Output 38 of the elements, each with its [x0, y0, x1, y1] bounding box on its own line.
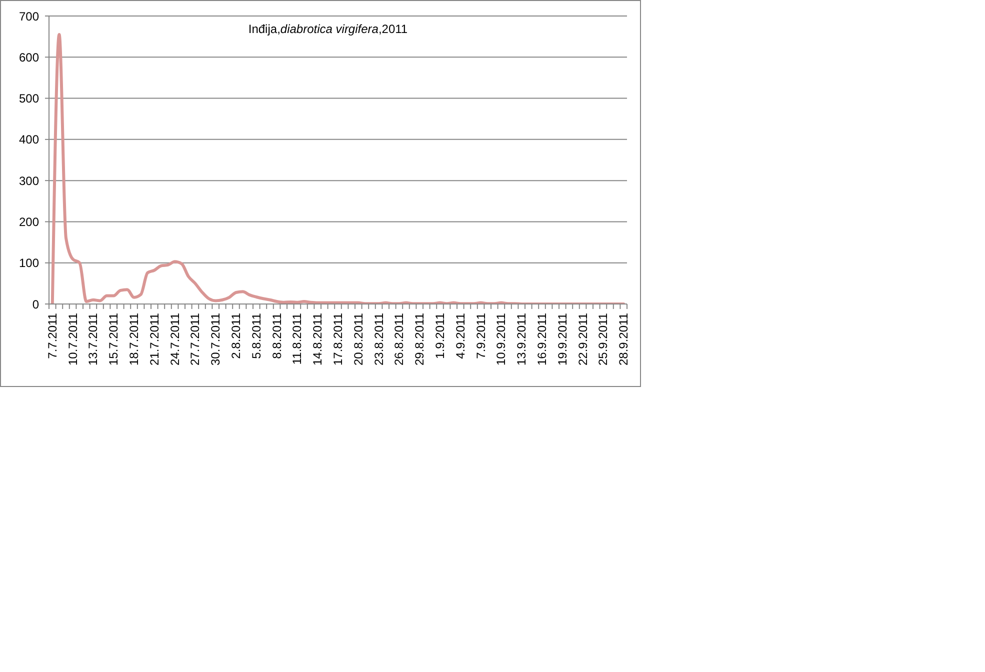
- x-tick-label: 2.8.2011: [229, 312, 243, 359]
- x-tick-label: 27.7.2011: [188, 312, 202, 366]
- x-tick-label: 5.8.2011: [249, 312, 264, 359]
- x-tick-label: 13.9.2011: [514, 312, 529, 366]
- x-tick-label: 29.8.2011: [412, 312, 427, 366]
- x-tick-label: 8.8.2011: [270, 312, 284, 359]
- x-tick-label: 28.9.2011: [616, 312, 631, 366]
- x-tick-label: 13.7.2011: [86, 312, 100, 366]
- y-tick-label: 600: [18, 50, 40, 64]
- y-tick-label: 400: [18, 132, 40, 147]
- x-tick-label: 30.7.2011: [208, 312, 223, 366]
- x-tick-label: 10.7.2011: [66, 312, 80, 366]
- x-tick-label: 24.7.2011: [168, 312, 182, 366]
- x-tick-label: 11.8.2011: [290, 312, 304, 365]
- x-tick-label: 19.9.2011: [555, 312, 570, 366]
- x-tick-label: 7.7.2011: [45, 312, 60, 359]
- x-tick-label: 17.8.2011: [331, 312, 345, 366]
- x-tick-label: 25.9.2011: [596, 312, 610, 366]
- x-tick-label: 14.8.2011: [310, 312, 325, 366]
- y-tick-label: 300: [18, 174, 40, 188]
- x-tick-label: 20.8.2011: [351, 312, 366, 366]
- x-tick-label: 21.7.2011: [147, 312, 162, 366]
- text: Inđija,diabrotica virgifera,2011: [247, 22, 409, 36]
- x-tick-label: 22.9.2011: [576, 312, 590, 366]
- y-tick-label: 700: [18, 9, 40, 24]
- x-tick-label: 16.9.2011: [535, 312, 549, 366]
- y-tick-label: 100: [18, 256, 40, 270]
- x-tick-label: 10.9.2011: [494, 312, 508, 366]
- x-tick-label: 18.7.2011: [127, 312, 141, 366]
- x-tick-label: 7.9.2011: [474, 312, 488, 359]
- x-tick-label: 23.8.2011: [372, 312, 386, 366]
- y-tick-label: 500: [18, 92, 40, 106]
- x-tick-label: 26.8.2011: [392, 312, 406, 366]
- x-tick-label: 4.9.2011: [453, 312, 468, 359]
- y-tick-label: 0: [32, 297, 40, 312]
- y-tick-label: 200: [18, 214, 40, 229]
- x-tick-label: 15.7.2011: [106, 312, 121, 366]
- x-tick-label: 1.9.2011: [433, 312, 447, 359]
